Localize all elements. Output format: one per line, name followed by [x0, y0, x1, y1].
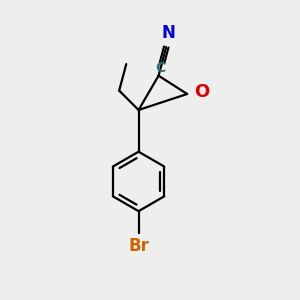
Text: Br: Br [128, 238, 149, 256]
Text: O: O [195, 83, 210, 101]
Text: C: C [155, 61, 165, 75]
Text: N: N [162, 24, 176, 42]
